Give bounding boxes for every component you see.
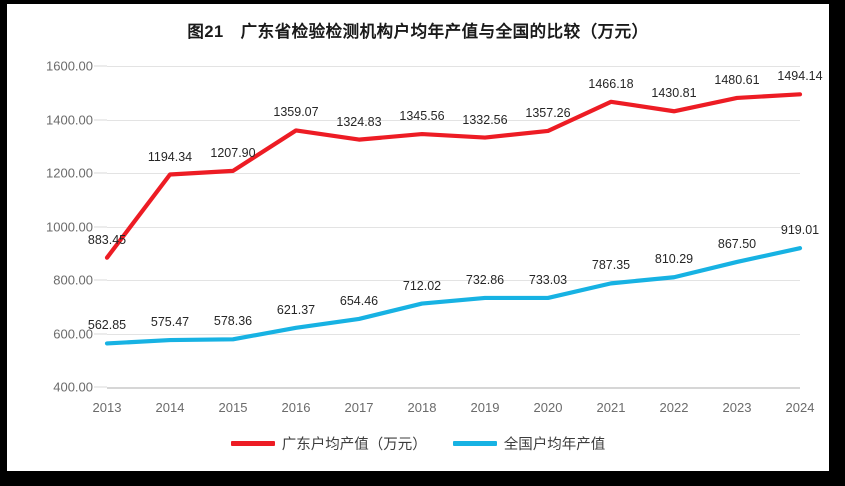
y-axis-tick-label: 400.00 <box>53 379 93 395</box>
legend-label: 广东户均产值（万元） <box>281 437 427 453</box>
data-point-label: 1324.83 <box>336 114 382 129</box>
data-point-label: 1357.26 <box>525 105 571 120</box>
data-point-label: 732.86 <box>465 272 505 287</box>
series-line <box>104 92 803 260</box>
data-point-label: 867.50 <box>717 236 757 251</box>
x-axis-tick-label: 2021 <box>596 400 626 415</box>
y-axis-tick-label: 800.00 <box>53 272 93 288</box>
legend-color-swatch <box>230 441 275 446</box>
x-axis-tick-label: 2022 <box>659 400 689 415</box>
y-axis-tick-mark <box>94 172 107 174</box>
x-axis-tick-label: 2015 <box>218 400 248 415</box>
chart-card: 图21 广东省检验检测机构户均年产值与全国的比较（万元） 883.45 1194.… <box>7 4 829 471</box>
x-axis-line <box>107 387 800 389</box>
data-point-label: 1194.34 <box>147 149 193 164</box>
series-lines <box>104 92 803 346</box>
x-axis-tick-label: 2013 <box>92 400 122 415</box>
data-point-label: 1480.61 <box>714 72 760 87</box>
x-axis-tick-label: 2024 <box>785 400 815 415</box>
legend-item[interactable]: 广东户均产值（万元） <box>230 433 427 454</box>
y-axis-tick-mark <box>94 386 107 388</box>
y-axis-tick-mark <box>94 119 107 120</box>
y-axis-tick-mark <box>94 226 107 227</box>
legend-label: 全国户均年产值 <box>503 437 606 453</box>
y-axis-tick-mark <box>94 65 107 67</box>
data-point-label: 1466.18 <box>588 76 634 91</box>
gridline <box>107 226 800 228</box>
data-point-label: 919.01 <box>780 223 820 238</box>
data-point-label: 575.47 <box>150 315 190 330</box>
gridline <box>107 280 800 281</box>
data-point-label: 1430.81 <box>651 86 697 101</box>
y-axis-tick-label: 1400.00 <box>46 112 93 127</box>
legend-color-swatch <box>452 441 497 446</box>
data-point-label: 1345.56 <box>399 109 445 124</box>
data-point-label: 1207.90 <box>210 145 256 160</box>
y-axis-tick-label: 1200.00 <box>46 165 93 181</box>
data-point-label: 712.02 <box>402 278 442 293</box>
chart-legend: 广东户均产值（万元） 全国户均年产值 <box>7 433 829 454</box>
data-point-label: 654.46 <box>339 293 379 308</box>
gridline <box>107 119 800 121</box>
data-point-label: 733.03 <box>528 272 568 287</box>
x-axis-tick-label: 2016 <box>281 400 311 415</box>
x-axis-tick-label: 2020 <box>533 400 563 415</box>
x-axis-tick-label: 2014 <box>155 400 185 415</box>
data-point-label: 621.37 <box>276 302 316 317</box>
plot-area: 883.45 1194.34 1207.90 1359.07 1324.83 1345.5… <box>88 66 823 389</box>
gridline <box>107 66 800 67</box>
data-point-label: 578.36 <box>213 314 253 329</box>
data-point-label: 1494.14 <box>777 69 823 84</box>
data-point-label: 810.29 <box>654 252 694 267</box>
data-point-label: 883.45 <box>87 232 127 247</box>
gridline <box>107 173 800 174</box>
chart-title: 图21 广东省检验检测机构户均年产值与全国的比较（万元） <box>187 23 649 41</box>
y-axis-tick-mark <box>94 279 107 281</box>
gridline <box>107 333 800 335</box>
x-axis-tick-label: 2017 <box>344 400 374 415</box>
legend-item[interactable]: 全国户均年产值 <box>452 433 606 454</box>
x-axis-tick-label: 2019 <box>470 400 500 415</box>
data-point-label: 787.35 <box>591 258 631 273</box>
x-axis-tick-label: 2018 <box>407 400 437 415</box>
data-point-label: 562.85 <box>87 318 127 333</box>
y-axis-tick-label: 1600.00 <box>46 58 93 74</box>
data-point-label: 1332.56 <box>462 112 508 127</box>
y-axis-tick-label: 600.00 <box>53 326 93 341</box>
x-axis-tick-label: 2023 <box>722 400 752 415</box>
y-axis-tick-label: 1000.00 <box>46 219 93 234</box>
data-point-label: 1359.07 <box>273 105 319 120</box>
y-axis-tick-mark <box>94 333 107 334</box>
series-line <box>104 246 803 346</box>
